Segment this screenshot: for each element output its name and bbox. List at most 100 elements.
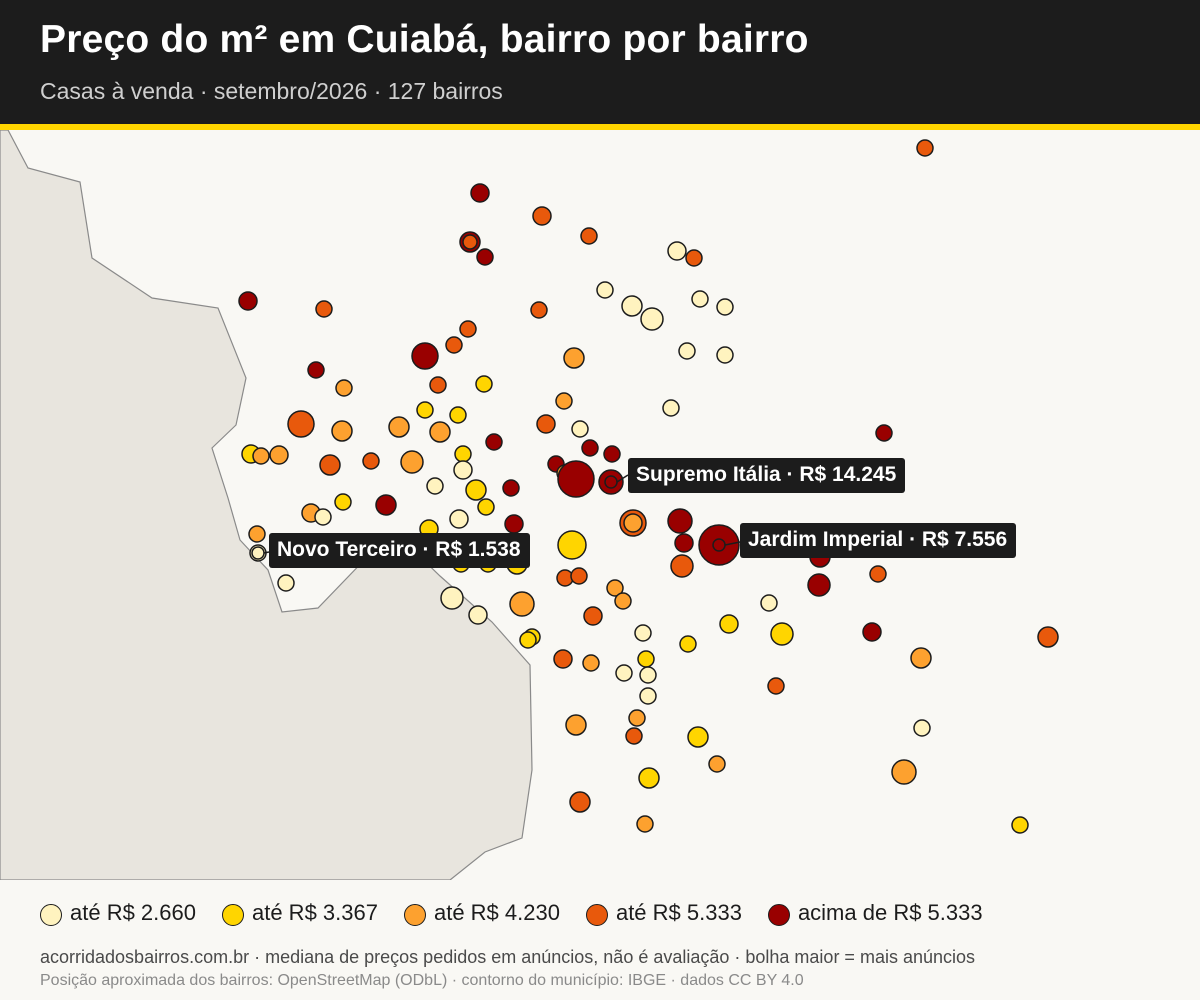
neighborhood-bubble[interactable] xyxy=(869,565,887,583)
neighborhood-bubble[interactable] xyxy=(555,392,573,410)
neighborhood-bubble[interactable] xyxy=(691,290,709,308)
neighborhood-bubble[interactable] xyxy=(269,445,289,465)
neighborhood-bubble[interactable] xyxy=(1037,626,1059,648)
neighborhood-bubble[interactable] xyxy=(553,649,573,669)
neighborhood-bubble[interactable] xyxy=(623,513,643,533)
neighborhood-bubble[interactable] xyxy=(462,234,478,250)
neighborhood-bubble[interactable] xyxy=(760,594,778,612)
neighborhood-bubble[interactable] xyxy=(335,379,353,397)
neighborhood-bubble[interactable] xyxy=(571,420,589,438)
neighborhood-bubble[interactable] xyxy=(468,605,488,625)
neighborhood-bubble[interactable] xyxy=(614,592,632,610)
neighborhood-bubble[interactable] xyxy=(287,410,315,438)
neighborhood-bubble[interactable] xyxy=(307,361,325,379)
neighborhood-bubble[interactable] xyxy=(910,647,932,669)
neighborhood-bubble[interactable] xyxy=(891,759,917,785)
neighborhood-bubble[interactable] xyxy=(667,508,693,534)
neighborhood-bubble[interactable] xyxy=(459,320,477,338)
neighborhood-bubble[interactable] xyxy=(570,567,588,585)
neighborhood-bubble[interactable] xyxy=(502,479,520,497)
neighborhood-bubble[interactable] xyxy=(453,460,473,480)
neighborhood-bubble[interactable] xyxy=(509,591,535,617)
neighborhood-bubble[interactable] xyxy=(314,508,332,526)
neighborhood-bubble[interactable] xyxy=(596,281,614,299)
neighborhood-bubble[interactable] xyxy=(319,454,341,476)
neighborhood-bubble[interactable] xyxy=(449,406,467,424)
neighborhood-bubble[interactable] xyxy=(639,666,657,684)
neighborhood-bubble[interactable] xyxy=(606,579,624,597)
neighborhood-bubble[interactable] xyxy=(807,573,831,597)
neighborhood-bubble[interactable] xyxy=(485,433,503,451)
neighborhood-bubble[interactable] xyxy=(569,791,591,813)
neighborhood-bubble[interactable] xyxy=(475,375,493,393)
neighborhood-bubble[interactable] xyxy=(557,460,595,498)
neighborhood-bubble[interactable] xyxy=(536,414,556,434)
neighborhood-bubble[interactable] xyxy=(667,241,687,261)
neighborhood-bubble[interactable] xyxy=(678,342,696,360)
neighborhood-bubble[interactable] xyxy=(698,524,740,566)
neighborhood-bubble[interactable] xyxy=(716,346,734,364)
neighborhood-bubble[interactable] xyxy=(679,635,697,653)
neighborhood-bubble[interactable] xyxy=(565,714,587,736)
legend-item[interactable]: acima de R$ 5.333 xyxy=(767,900,983,926)
neighborhood-bubble[interactable] xyxy=(603,445,621,463)
neighborhood-bubble[interactable] xyxy=(716,298,734,316)
neighborhood-bubble[interactable] xyxy=(248,525,266,543)
neighborhood-bubble[interactable] xyxy=(504,514,524,534)
neighborhood-bubble[interactable] xyxy=(362,452,380,470)
neighborhood-bubble[interactable] xyxy=(687,726,709,748)
neighborhood-bubble[interactable] xyxy=(315,300,333,318)
neighborhood-bubble[interactable] xyxy=(685,249,703,267)
neighborhood-bubble[interactable] xyxy=(1011,816,1029,834)
neighborhood-bubble[interactable] xyxy=(708,755,726,773)
neighborhood-bubble[interactable] xyxy=(375,494,397,516)
legend-item[interactable]: até R$ 4.230 xyxy=(403,900,560,926)
neighborhood-bubble[interactable] xyxy=(770,622,794,646)
neighborhood-bubble[interactable] xyxy=(388,416,410,438)
neighborhood-bubble[interactable] xyxy=(621,295,643,317)
neighborhood-bubble[interactable] xyxy=(465,479,487,501)
neighborhood-bubble[interactable] xyxy=(636,815,654,833)
neighborhood-bubble[interactable] xyxy=(582,654,600,672)
neighborhood-bubble[interactable] xyxy=(331,420,353,442)
neighborhood-bubble[interactable] xyxy=(637,650,655,668)
neighborhood-bubble[interactable] xyxy=(277,574,295,592)
neighborhood-bubble[interactable] xyxy=(580,227,598,245)
neighborhood-bubble[interactable] xyxy=(470,183,490,203)
neighborhood-bubble[interactable] xyxy=(581,439,599,457)
legend-item[interactable]: até R$ 3.367 xyxy=(221,900,378,926)
neighborhood-bubble[interactable] xyxy=(662,399,680,417)
legend-item[interactable]: até R$ 5.333 xyxy=(585,900,742,926)
neighborhood-bubble[interactable] xyxy=(440,586,464,610)
neighborhood-bubble[interactable] xyxy=(252,447,270,465)
neighborhood-bubble[interactable] xyxy=(913,719,931,737)
neighborhood-bubble[interactable] xyxy=(583,606,603,626)
neighborhood-bubble[interactable] xyxy=(429,376,447,394)
neighborhood-bubble[interactable] xyxy=(639,687,657,705)
neighborhood-bubble[interactable] xyxy=(875,424,893,442)
neighborhood-bubble[interactable] xyxy=(563,347,585,369)
neighborhood-bubble[interactable] xyxy=(454,445,472,463)
neighborhood-bubble[interactable] xyxy=(519,631,537,649)
neighborhood-bubble[interactable] xyxy=(625,727,643,745)
neighborhood-bubble[interactable] xyxy=(476,248,494,266)
neighborhood-bubble[interactable] xyxy=(477,498,495,516)
neighborhood-bubble[interactable] xyxy=(640,307,664,331)
neighborhood-bubble[interactable] xyxy=(634,624,652,642)
neighborhood-bubble[interactable] xyxy=(530,301,548,319)
neighborhood-bubble[interactable] xyxy=(670,554,694,578)
neighborhood-bubble[interactable] xyxy=(411,342,439,370)
neighborhood-bubble[interactable] xyxy=(862,622,882,642)
neighborhood-bubble[interactable] xyxy=(767,677,785,695)
neighborhood-bubble[interactable] xyxy=(449,509,469,529)
neighborhood-bubble[interactable] xyxy=(598,469,624,495)
neighborhood-bubble[interactable] xyxy=(334,493,352,511)
neighborhood-bubble[interactable] xyxy=(719,614,739,634)
neighborhood-bubble[interactable] xyxy=(628,709,646,727)
neighborhood-bubble[interactable] xyxy=(400,450,424,474)
neighborhood-bubble[interactable] xyxy=(426,477,444,495)
neighborhood-bubble[interactable] xyxy=(416,401,434,419)
neighborhood-bubble[interactable] xyxy=(238,291,258,311)
neighborhood-bubble[interactable] xyxy=(532,206,552,226)
neighborhood-bubble[interactable] xyxy=(557,530,587,560)
